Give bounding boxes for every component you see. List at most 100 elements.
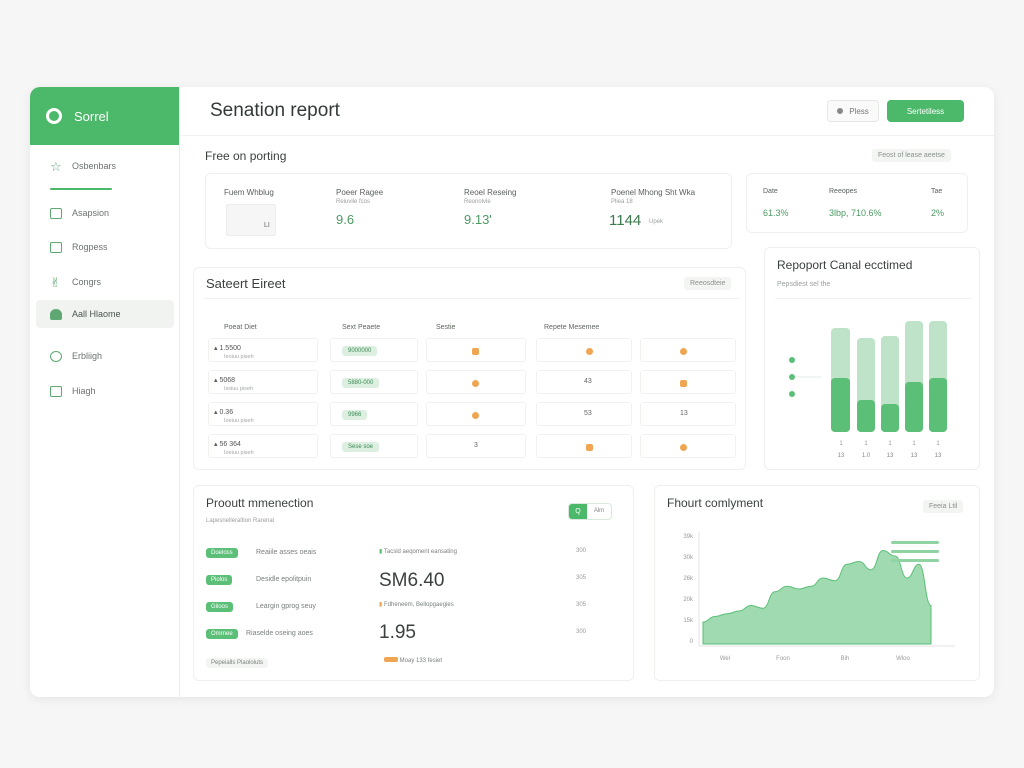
legend-bar	[891, 541, 939, 544]
orange-dot-icon	[472, 412, 479, 419]
search-icon[interactable]: Q	[569, 504, 587, 519]
pless-button-label: Pless	[849, 106, 869, 116]
status-pill: 5880-000	[342, 378, 380, 388]
brand-header[interactable]: Sorrel	[30, 87, 179, 145]
mini-value: 2%	[931, 208, 945, 218]
product-tag[interactable]: Piolos	[206, 575, 233, 585]
sidebar-item-rogpess[interactable]: Rogpess	[36, 233, 174, 261]
orange-dot-icon	[680, 444, 687, 451]
product-tag[interactable]: Giloos	[206, 602, 234, 612]
stat-sub: Reiuvile fcos	[336, 199, 371, 205]
x-axis-label: 13	[838, 453, 845, 459]
sidebar-item-osbenbars[interactable]: ☆ Osbenbars	[36, 152, 174, 180]
sidebar: Sorrel ☆ Osbenbars Asapsion Rogpess ✌ Co…	[30, 87, 180, 697]
footer-tag[interactable]: Pepeialls Plaoloiuts	[206, 658, 269, 668]
x-axis-label: 13	[911, 453, 918, 459]
table-cell	[426, 402, 526, 426]
status-pill: Sese soe	[342, 442, 380, 452]
bar-dark	[857, 400, 875, 432]
orange-square-icon	[680, 380, 687, 387]
sidebar-item-erbliigh[interactable]: Erbliigh	[36, 342, 174, 370]
product-text: Desidle epolitpuin	[256, 576, 312, 583]
sidebar-item-asapsion[interactable]: Asapsion	[36, 199, 174, 227]
column-header: Sestie	[436, 324, 456, 331]
page-title: Senation report	[210, 100, 340, 121]
product-tag[interactable]: Omrnee	[206, 629, 238, 639]
stat-unit: Upek	[649, 219, 664, 225]
table-cell	[330, 402, 418, 426]
orange-dot-icon	[472, 380, 479, 387]
side-number: 305	[576, 575, 587, 581]
stat-sub: Pliea 18	[611, 199, 633, 205]
sidebar-item-aall-hlaome[interactable]: Aall Hlaome	[36, 300, 174, 328]
table-cell	[208, 370, 318, 394]
sidebar-item-label: Rogpess	[72, 242, 108, 252]
stats-card: Fuem Whblug LI Poeer Ragee Reiuvile fcos…	[205, 173, 732, 249]
table-cell	[640, 434, 736, 458]
tick-mark: 1	[839, 441, 843, 447]
brand-name: Sorrel	[74, 108, 109, 124]
x-axis-label: Wloo	[896, 656, 910, 662]
row-sub: Issiuu piseh	[224, 386, 254, 392]
big-value: 1.95	[379, 622, 416, 643]
pless-button[interactable]: Pless	[827, 100, 879, 122]
table-cell	[536, 370, 632, 394]
compliment-title: Fhourt comlyment	[667, 496, 764, 510]
table-divider	[204, 298, 739, 299]
mid-item: ▮ Fdheneem, Bellopgaegies	[379, 602, 454, 608]
sidebar-item-label: Aall Hlaome	[72, 309, 121, 319]
mini-stats-card: Date 61.3% Reeopes 3lbp, 710.6% Tae 2%	[746, 173, 968, 233]
table-cell	[208, 434, 318, 458]
stat-value: 1144	[609, 212, 642, 229]
row-sub: Ioeiuu piseh	[224, 418, 254, 424]
table-cell	[330, 338, 418, 362]
sidebar-item-hiagh[interactable]: Hiagh	[36, 377, 174, 405]
view-toggle[interactable]: Q Alm	[568, 503, 612, 520]
free-reporting-tag[interactable]: Feost of lease aeetse	[872, 149, 951, 162]
y-axis-label: 15k	[683, 618, 694, 624]
row-name: ▴ 56 364	[214, 441, 241, 448]
sidebar-item-label: Osbenbars	[72, 161, 117, 171]
compliment-chart-card: Fhourt comlyment Feeia Ltil 39k 30k 26k 20k…	[654, 485, 980, 681]
table-cell	[536, 338, 632, 362]
bar-dark	[831, 378, 850, 432]
sidebar-item-label: Hiagh	[72, 386, 96, 396]
chart-divider	[775, 298, 971, 299]
x-axis-label: Bih	[841, 656, 850, 662]
row-name: ▴ 5068	[214, 377, 236, 384]
tick-mark: 1	[936, 441, 940, 447]
orange-square-icon	[472, 348, 479, 355]
sidebar-item-congrs[interactable]: ✌ Congrs	[36, 268, 174, 296]
product-text: Riaselde oseing aoes	[246, 630, 313, 637]
primary-button[interactable]: Sertetiless	[887, 100, 964, 122]
compliment-tag[interactable]: Feeia Ltil	[923, 500, 964, 513]
product-text: Reaiile asses oeais	[256, 549, 317, 556]
table-cell	[330, 370, 418, 394]
row-name: ▴ 1.5500	[214, 345, 241, 352]
product-tag[interactable]: Doeloss	[206, 548, 238, 558]
legend-bar	[891, 559, 939, 562]
stat-label: Reoel Reseing	[464, 188, 517, 197]
orange-dot-icon	[680, 348, 687, 355]
status-pill: 9000000	[342, 346, 378, 356]
table-cell	[640, 370, 736, 394]
active-underline	[50, 188, 112, 190]
bar-dark	[929, 378, 947, 432]
y-axis-label: 39k	[683, 534, 694, 540]
report-chart-subtitle: Pepsdiest sel the	[777, 281, 831, 288]
mini-value: 3lbp, 710.6%	[829, 208, 882, 218]
row-sub: Ieoiuu piseh	[224, 354, 254, 360]
x-axis-label: 13	[935, 453, 942, 459]
x-axis-label: 13	[887, 453, 894, 459]
dot-icon	[837, 108, 844, 114]
area-series	[702, 549, 932, 645]
toggle-option[interactable]: Alm	[593, 508, 605, 514]
stat-value: LI	[264, 222, 270, 229]
tick-mark: 1	[888, 441, 892, 447]
mini-label: Reeopes	[829, 188, 858, 195]
report-bar-chart: 1 1 1 1 1 13 1.0 13 13 13	[789, 321, 947, 459]
table-tag[interactable]: Reeosdteie	[684, 277, 732, 290]
cell-value: 13	[680, 410, 688, 417]
legend-dot	[789, 357, 795, 363]
column-header: Poeat Diet	[224, 324, 257, 331]
